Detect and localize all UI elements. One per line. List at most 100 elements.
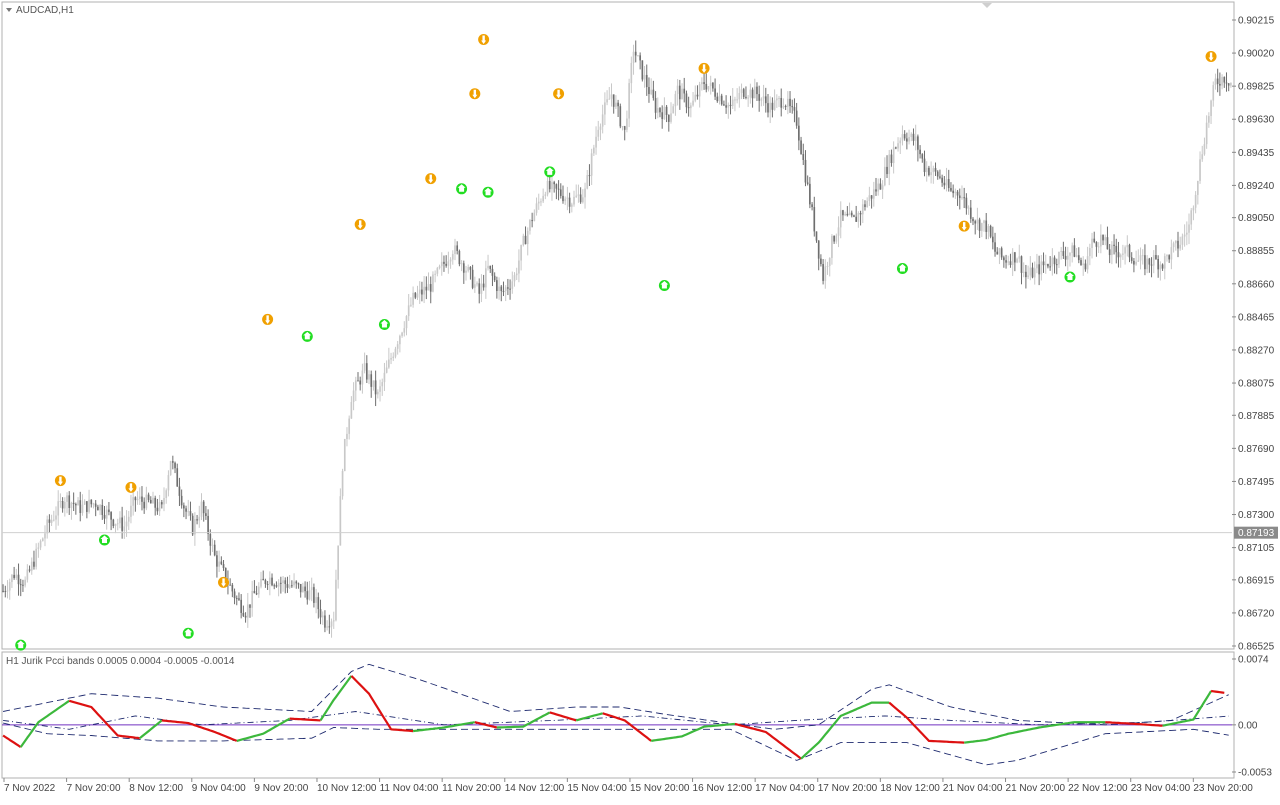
candle-body xyxy=(105,509,108,519)
candle-body xyxy=(1064,255,1067,260)
candle-body xyxy=(1190,210,1193,225)
candle-body xyxy=(458,250,461,265)
candle-body xyxy=(1077,255,1080,261)
candle-body xyxy=(79,500,82,514)
candle-body xyxy=(218,561,220,567)
candle-body xyxy=(1119,254,1122,258)
candle-body xyxy=(987,226,990,232)
candle-body xyxy=(1113,244,1115,246)
candle-body xyxy=(169,461,172,476)
candle-body xyxy=(1011,252,1014,266)
x-tick-label: 9 Nov 04:00 xyxy=(192,783,246,794)
candle-body xyxy=(90,499,93,505)
buy-arrow-icon xyxy=(378,319,390,331)
candle-body xyxy=(705,83,708,90)
candle-body xyxy=(83,501,86,505)
candle-body xyxy=(156,507,159,512)
candle-body xyxy=(1208,116,1210,123)
indicator-panel-frame xyxy=(1,651,1235,779)
candle-body xyxy=(786,98,789,107)
candle-body xyxy=(77,500,79,506)
y-tick-label: 0.87300 xyxy=(1238,510,1275,521)
candle-body xyxy=(1172,243,1175,248)
candle-body xyxy=(478,283,481,294)
candle-body xyxy=(1168,255,1171,260)
candle-body xyxy=(1025,271,1027,278)
candle-body xyxy=(354,380,357,391)
candle-body xyxy=(125,521,128,527)
candle-body xyxy=(332,620,335,622)
candle-body xyxy=(1177,240,1179,249)
shift-marker-icon[interactable] xyxy=(982,3,992,8)
candle-body xyxy=(1155,255,1157,260)
candle-body xyxy=(734,99,736,101)
candle-body xyxy=(806,182,809,184)
candle-body xyxy=(586,175,589,189)
sell-arrow-glyph xyxy=(701,64,707,73)
candle-body xyxy=(1080,260,1082,265)
candle-body xyxy=(588,175,591,177)
candle-body xyxy=(187,511,190,513)
x-tick-label: 21 Nov 04:00 xyxy=(943,783,1003,794)
y-tick-label: 0.87690 xyxy=(1238,444,1275,455)
candle-body xyxy=(925,167,928,173)
candle-body xyxy=(438,266,441,269)
candle-body xyxy=(41,538,44,542)
candle-body xyxy=(8,582,11,591)
candle-body xyxy=(573,196,575,205)
candle-body xyxy=(1174,240,1177,244)
candle-body xyxy=(418,289,421,294)
candle-body xyxy=(593,147,595,154)
candle-body xyxy=(1148,258,1151,265)
candle-body xyxy=(216,555,218,567)
candle-body xyxy=(425,286,428,291)
candle-body xyxy=(392,356,395,359)
ind-y-tick-label: 0.0074 xyxy=(1238,655,1269,666)
candle-body xyxy=(498,286,500,291)
candle-body xyxy=(167,475,170,491)
candle-body xyxy=(363,363,366,371)
candle-body xyxy=(685,93,688,108)
candle-body xyxy=(804,159,807,183)
candle-body xyxy=(659,108,661,113)
candle-body xyxy=(864,204,866,208)
candle-body xyxy=(610,94,613,99)
candle-body xyxy=(643,74,646,80)
candle-body xyxy=(59,500,62,502)
candle-body xyxy=(888,154,891,175)
collapse-triangle-icon[interactable] xyxy=(6,8,12,12)
candle-body xyxy=(57,501,60,516)
y-tick-label: 0.90020 xyxy=(1238,49,1275,60)
candle-body xyxy=(473,284,476,288)
candle-body xyxy=(828,257,831,266)
candle-body xyxy=(712,82,714,89)
buy-arrow-icon xyxy=(99,534,110,546)
candle-body xyxy=(551,182,553,190)
candle-body xyxy=(537,201,540,204)
candle-body xyxy=(839,210,842,228)
candle-body xyxy=(608,98,611,100)
candle-body xyxy=(1188,224,1190,233)
candle-body xyxy=(262,578,265,581)
candle-body xyxy=(273,585,276,587)
candle-body xyxy=(1170,247,1173,260)
jurik-line-segment xyxy=(2,734,22,749)
candle-body xyxy=(1128,244,1131,258)
candle-body xyxy=(738,92,741,100)
candle-body xyxy=(749,89,752,98)
jurik-line-segment xyxy=(496,711,551,729)
candle-body xyxy=(434,273,436,275)
candle-body xyxy=(945,179,948,186)
candle-body xyxy=(224,567,227,583)
candle-body xyxy=(165,490,168,498)
sell-arrow-glyph xyxy=(556,89,562,99)
candle-body xyxy=(249,604,251,608)
candle-body xyxy=(171,461,174,463)
buy-arrow-icon xyxy=(896,263,908,275)
candle-body xyxy=(621,126,624,128)
candle-body xyxy=(403,328,406,333)
x-tick-label: 17 Nov 20:00 xyxy=(818,783,878,794)
candle-body xyxy=(1100,234,1102,247)
